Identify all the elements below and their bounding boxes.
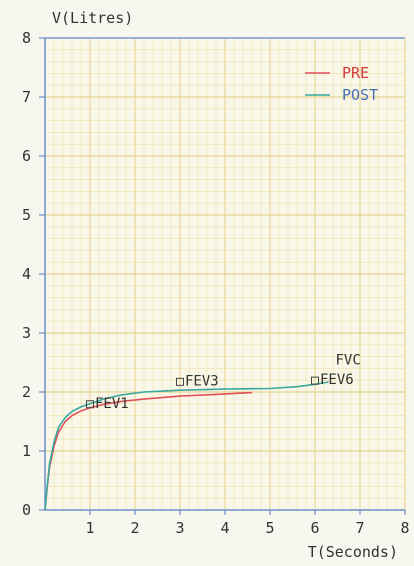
marker-fev1 <box>86 400 94 409</box>
x-axis-title: T(Seconds) <box>308 543 398 561</box>
y-tick-label: 5 <box>22 206 31 224</box>
y-tick-label: 7 <box>22 88 31 106</box>
x-tick-label: 2 <box>130 519 139 537</box>
y-tick-label: 2 <box>22 383 31 401</box>
grid <box>45 37 406 510</box>
x-tick-label: 3 <box>175 519 184 537</box>
legend: PRE POST <box>305 64 378 104</box>
series-line-post <box>44 381 329 511</box>
annotation-fev3: FEV3 <box>185 373 219 389</box>
marker-fev3 <box>176 377 184 386</box>
legend-label-post: POST <box>342 86 378 104</box>
y-tick-label: 0 <box>22 501 31 519</box>
annotation-fvc: FVC <box>336 352 361 368</box>
x-tick-label: 5 <box>265 519 274 537</box>
y-axis-title: V(Litres) <box>52 9 133 27</box>
y-tick-label: 3 <box>22 324 31 342</box>
annotation-fev6: FEV6 <box>320 372 354 388</box>
x-tick-label: 1 <box>85 519 94 537</box>
y-tick-label: 4 <box>22 265 31 283</box>
annotation-fev1: FEV1 <box>95 396 129 412</box>
x-tick-label: 7 <box>355 519 364 537</box>
y-tick-label: 1 <box>22 442 31 460</box>
axes: 0 1 2 3 4 5 6 7 8 1 2 3 4 5 6 7 8 <box>22 29 410 537</box>
marker-fev6 <box>311 376 319 385</box>
x-tick-label: 4 <box>220 519 229 537</box>
series-lines <box>44 381 329 511</box>
x-tick-label: 6 <box>310 519 319 537</box>
annotations: FEV1 FEV3 FEV6 FVC <box>86 352 361 412</box>
x-tick-label: 8 <box>400 519 409 537</box>
legend-label-pre: PRE <box>342 64 369 82</box>
y-tick-label: 8 <box>22 29 31 47</box>
y-tick-label: 6 <box>22 147 31 165</box>
